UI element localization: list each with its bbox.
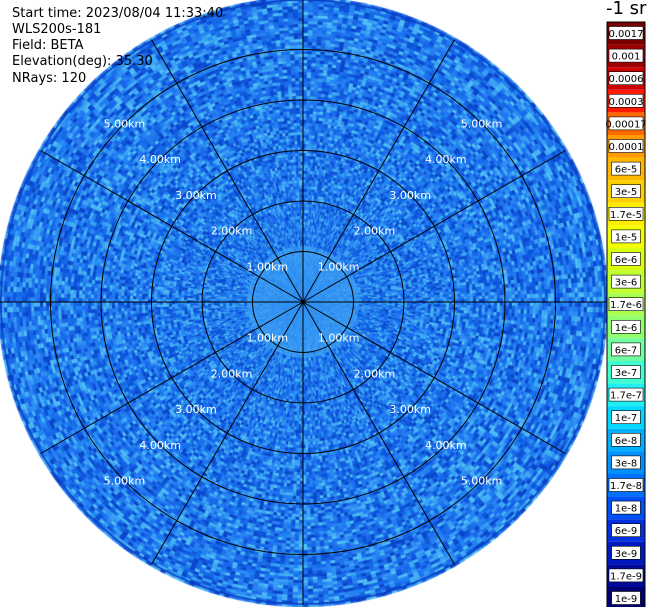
field-label: Field: BETA [12,38,84,53]
ring-label: 5.00km [461,117,503,130]
colorbar-tick-label: 6e-9 [615,526,638,537]
azimuth-spoke-30 [302,39,455,303]
colorbar-label-box [611,342,641,357]
colorbar-label-box [611,252,641,266]
colorbar-label-box [611,274,641,289]
ring-label: 2.00km [211,225,253,238]
colorbar-label-box [608,478,644,492]
colorbar-label-box [611,410,641,425]
elevation-label: Elevation(deg): 35.30 [12,54,153,69]
start-time-label: Start time: 2023/08/04 11:33:40 [12,6,224,21]
colorbar-tick-label: 1.7e-7 [610,391,642,402]
colorbar-label-box [608,116,644,131]
colorbar-label-box [608,48,644,63]
colorbar-label-box [611,545,641,560]
colorbar-tick-label: 3e-7 [615,368,638,379]
colorbar-tick-label: 1e-6 [615,323,638,334]
colorbar-label-box [611,365,641,379]
colorbar-tick-label: 0.0006 [609,74,644,85]
ring-label: 1.00km [318,332,360,345]
colorbar-label-box [608,94,644,108]
colorbar-tick-label: 3e-8 [615,458,638,469]
colorbar-tick-label: 1e-9 [615,594,638,605]
colorbar-tick-label: 3e-9 [615,549,638,560]
colorbar-tick-label: 0.00017 [605,119,646,130]
ring-label: 4.00km [425,153,467,166]
ring-label: 4.00km [139,153,181,166]
instrument-label: WLS200s-181 [12,22,102,37]
colorbar-tick-label: 6e-6 [615,255,638,266]
ring-label: 4.00km [139,439,181,452]
ring-label: 3.00km [175,189,217,202]
colorbar-tick-label: 3e-5 [615,187,638,198]
ring-label: 1.00km [247,260,289,273]
ring-label: 5.00km [104,475,146,488]
colorbar-label-box [608,71,644,85]
ring-label: 2.00km [354,225,396,238]
azimuth-spoke-60 [302,150,566,303]
ring-label: 2.00km [354,367,396,380]
colorbar-label-box [608,568,644,583]
azimuth-spoke-330 [151,39,304,303]
colorbar-tick-label: 1.7e-6 [610,300,642,311]
ring-label: 3.00km [175,403,217,416]
colorbar-label-box [611,500,641,515]
colorbar-tick-label: 0.001 [612,52,641,63]
colorbar-label-box [608,297,644,312]
ring-label: 5.00km [461,475,503,488]
colorbar-tick-label: 0.0003 [609,97,644,108]
colorbar-tick-label: 0.0017 [609,29,644,40]
colorbar-tick-label: 1e-8 [615,504,638,515]
azimuth-spoke-210 [151,301,304,565]
nrays-label: NRays: 120 [12,71,87,86]
azimuth-spoke-150 [302,301,455,565]
colorbar-label-box [611,523,641,538]
colorbar-tick-label: 1e-7 [615,413,638,424]
colorbar-label-box [611,432,641,447]
colorbar-tick-label: 1.7e-5 [610,210,642,221]
colorbar-label-box [611,319,641,334]
colorbar-tick-label: 6e-5 [615,165,638,176]
colorbar-label-box [611,591,641,605]
colorbar-tick-label: 0.0001 [609,142,644,153]
colorbar-label-box [611,161,641,176]
colorbar-tick-label: 1.7e-8 [610,481,642,492]
colorbar-label-box [608,207,644,221]
colorbar-label-box [608,387,644,402]
colorbar-tick-label: 1.7e-9 [610,571,642,582]
colorbar-units-label: -1 sr [606,0,647,19]
colorbar-tick-label: 1e-5 [615,232,638,243]
ring-label: 5.00km [104,117,146,130]
colorbar-label-box [611,455,641,470]
colorbar-frame [606,21,646,607]
azimuth-spoke-120 [302,301,566,454]
azimuth-spoke-240 [40,301,304,454]
ring-label: 4.00km [425,439,467,452]
colorbar-tick-label: 6e-7 [615,345,638,356]
colorbar-tick-label: 3e-6 [615,278,638,289]
ring-label: 3.00km [389,189,431,202]
ring-label: 1.00km [247,332,289,345]
colorbar-label-box [608,26,644,40]
colorbar-label-box [611,229,641,244]
azimuth-spoke-300 [40,150,304,303]
ring-label: 3.00km [389,403,431,416]
ring-label: 2.00km [211,367,253,380]
colorbar-label-box [608,139,644,153]
colorbar-label-box [611,184,641,198]
ring-label: 1.00km [318,260,360,273]
colorbar-tick-label: 6e-8 [615,436,638,447]
